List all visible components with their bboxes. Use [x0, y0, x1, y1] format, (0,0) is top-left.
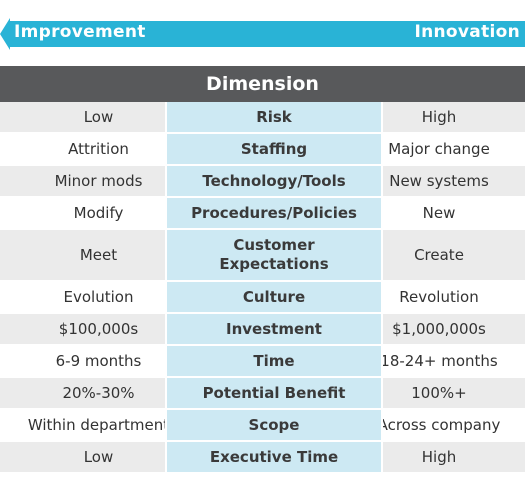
- dimension-cell: Potential Benefit: [167, 378, 381, 408]
- innovation-cell: High: [383, 102, 525, 132]
- table-row: Within department Scope Across company: [0, 410, 525, 442]
- innovation-label: Innovation: [414, 22, 520, 42]
- dimension-cell: Investment: [167, 314, 381, 344]
- innovation-cell: New: [383, 198, 525, 228]
- innovation-cell: Revolution: [383, 282, 525, 312]
- table-row: 20%-30% Potential Benefit 100%+: [0, 378, 525, 410]
- innovation-cell: Create: [383, 230, 525, 280]
- table-row: Low Executive Time High: [0, 442, 525, 474]
- improvement-innovation-arrow: Improvement Innovation: [0, 18, 525, 50]
- table-row: 6-9 months Time 18-24+ months: [0, 346, 525, 378]
- innovation-cell: High: [383, 442, 525, 472]
- dimension-cell: Customer Expectations: [167, 230, 381, 280]
- dimension-cell: Technology/Tools: [167, 166, 381, 196]
- dimension-header: Dimension: [0, 66, 525, 102]
- table-row: $100,000s Investment $1,000,000s: [0, 314, 525, 346]
- innovation-cell: 18-24+ months: [383, 346, 525, 376]
- innovation-cell: 100%+: [383, 378, 525, 408]
- improvement-cell: Modify: [0, 198, 165, 228]
- double-arrow-shape: [0, 18, 525, 50]
- improvement-cell: Minor mods: [0, 166, 165, 196]
- table-row: Low Risk High: [0, 102, 525, 134]
- dimension-cell: Scope: [167, 410, 381, 440]
- dimension-cell: Executive Time: [167, 442, 381, 472]
- improvement-cell: 20%-30%: [0, 378, 165, 408]
- improvement-cell: Within department: [0, 410, 165, 440]
- dimension-cell: Staffing: [167, 134, 381, 164]
- innovation-cell: $1,000,000s: [383, 314, 525, 344]
- improvement-cell: $100,000s: [0, 314, 165, 344]
- innovation-cell: Major change: [383, 134, 525, 164]
- improvement-cell: Low: [0, 442, 165, 472]
- dimension-cell: Risk: [167, 102, 381, 132]
- table-row: Meet Customer Expectations Create: [0, 230, 525, 282]
- improvement-cell: Attrition: [0, 134, 165, 164]
- improvement-cell: 6-9 months: [0, 346, 165, 376]
- comparison-table: Low Risk High Attrition Staffing Major c…: [0, 102, 525, 474]
- table-row: Modify Procedures/Policies New: [0, 198, 525, 230]
- dimension-cell: Time: [167, 346, 381, 376]
- improvement-cell: Evolution: [0, 282, 165, 312]
- dimension-cell: Procedures/Policies: [167, 198, 381, 228]
- improvement-cell: Low: [0, 102, 165, 132]
- dimension-cell: Culture: [167, 282, 381, 312]
- innovation-cell: Across company: [383, 410, 525, 440]
- table-row: Minor mods Technology/Tools New systems: [0, 166, 525, 198]
- table-row: Evolution Culture Revolution: [0, 282, 525, 314]
- improvement-label: Improvement: [14, 22, 146, 42]
- innovation-cell: New systems: [383, 166, 525, 196]
- table-row: Attrition Staffing Major change: [0, 134, 525, 166]
- improvement-cell: Meet: [0, 230, 165, 280]
